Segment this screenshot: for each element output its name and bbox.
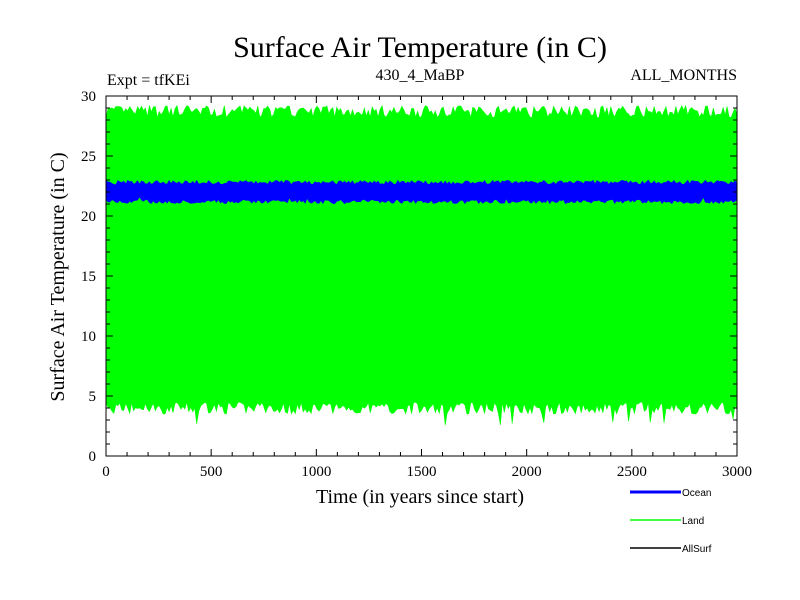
x-tick-label: 500: [200, 464, 223, 480]
y-tick-label: 0: [89, 449, 97, 465]
y-tick-label: 10: [81, 329, 96, 345]
chart-title: Surface Air Temperature (in C): [233, 31, 607, 64]
x-tick-label: 2000: [512, 464, 542, 480]
legend: Ocean Land AllSurf: [630, 488, 712, 555]
axes: 0 500 1000 1500 2000 2500 3000 0 5 10 15 20 25 30: [81, 89, 752, 480]
y-tick-label: 20: [81, 209, 96, 225]
legend-label-ocean: Ocean: [682, 488, 711, 499]
y-tick-label: 5: [89, 389, 97, 405]
x-tick-label: 0: [102, 464, 110, 480]
experiment-label: Expt = tfKEi: [107, 72, 190, 89]
months-label: ALL_MONTHS: [630, 67, 737, 84]
legend-label-land: Land: [682, 516, 704, 527]
x-tick-label: 1000: [301, 464, 331, 480]
x-axis-label: Time (in years since start): [316, 486, 524, 508]
series-band-land: [105, 104, 738, 426]
period-label: 430_4_MaBP: [376, 67, 465, 84]
legend-label-allsurf: AllSurf: [682, 544, 712, 555]
series-band-ocean: [105, 179, 738, 205]
x-tick-label: 2500: [617, 464, 647, 480]
y-tick-label: 30: [81, 89, 96, 105]
y-axis-label: Surface Air Temperature (in C): [47, 152, 69, 401]
plot-area: [105, 104, 738, 426]
y-tick-label: 15: [81, 269, 96, 285]
x-tick-label: 1500: [407, 464, 437, 480]
x-tick-label: 3000: [722, 464, 752, 480]
y-tick-label: 25: [81, 149, 96, 165]
